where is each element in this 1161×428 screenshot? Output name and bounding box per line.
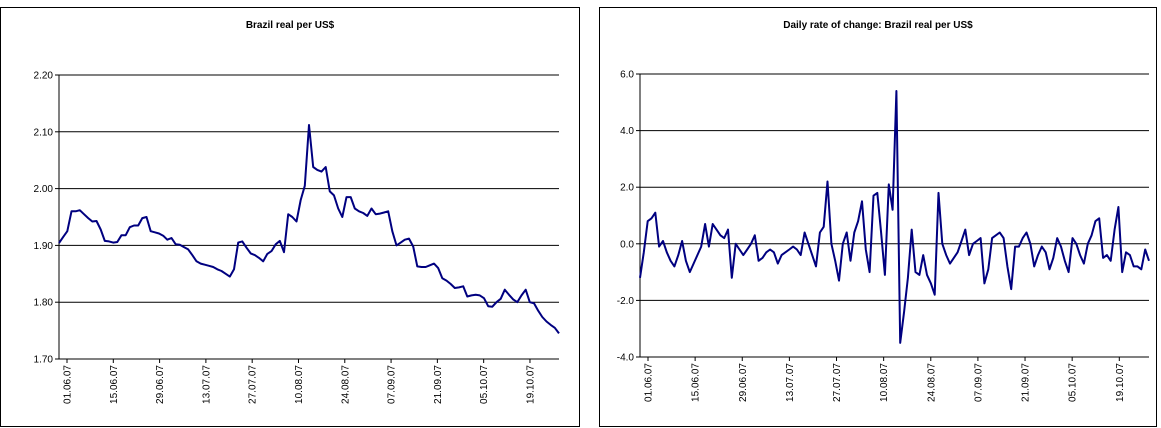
x-tick-label: 05.10.07	[479, 365, 490, 404]
y-tick-label: -4.0	[617, 353, 635, 364]
series-line	[639, 90, 1150, 344]
x-tick-label: 27.07.07	[248, 365, 259, 404]
x-tick-label: 29.06.07	[738, 363, 749, 402]
x-tick-label: 21.09.07	[433, 365, 444, 404]
chart-title: Daily rate of change: Brazil real per US…	[783, 20, 973, 31]
x-tick-label: 13.07.07	[201, 365, 212, 404]
x-tick-label: 27.07.07	[832, 363, 843, 402]
y-tick-label: 6.0	[620, 70, 634, 81]
y-tick-label: 0.0	[620, 239, 634, 250]
x-tick-label: 01.06.07	[644, 363, 655, 402]
y-tick-label: 2.10	[34, 127, 54, 138]
chart-panel-daily-change: Daily rate of change: Brazil real per US…	[599, 7, 1157, 427]
x-tick-label: 15.06.07	[691, 363, 702, 402]
y-tick-label: 1.70	[34, 355, 54, 366]
x-tick-label: 29.06.07	[155, 365, 166, 404]
y-tick-label: -2.0	[617, 296, 635, 307]
x-tick-label: 15.06.07	[109, 365, 120, 404]
x-tick-label: 10.08.07	[294, 365, 305, 404]
y-tick-label: 4.0	[620, 126, 634, 137]
y-tick-label: 2.20	[34, 71, 54, 82]
chart-title: Brazil real per US$	[245, 20, 335, 31]
y-tick-label: 2.0	[620, 183, 634, 194]
x-tick-label: 24.08.07	[926, 363, 937, 402]
x-tick-label: 07.09.07	[387, 365, 398, 404]
x-tick-label: 19.10.07	[1115, 363, 1126, 402]
x-tick-label: 24.08.07	[340, 365, 351, 404]
daily-change-chart: -4.0 -2.0 0.0 2.0 4.0 6.0 01.06.07 15.06.07 29.0…	[617, 70, 1150, 402]
x-tick-label: 07.09.07	[973, 363, 984, 402]
y-tick-label: 1.80	[34, 298, 54, 309]
x-tick-label: 01.06.07	[63, 365, 74, 404]
x-tick-label: 05.10.07	[1068, 363, 1079, 402]
y-tick-label: 1.90	[34, 241, 54, 252]
chart-panel-exchange-rate: Brazil real per US$ 1.70 1.80 1.90 2.00 2.10…	[0, 7, 580, 427]
x-tick-label: 21.09.07	[1021, 363, 1032, 402]
x-tick-label: 10.08.07	[879, 363, 890, 402]
exchange-rate-chart: 1.70 1.80 1.90 2.00 2.10 2.20 01.06.07 15.06.07…	[34, 71, 560, 404]
series-line	[58, 124, 560, 334]
x-tick-label: 19.10.07	[525, 365, 536, 404]
y-tick-label: 2.00	[34, 184, 54, 195]
x-tick-label: 13.07.07	[785, 363, 796, 402]
